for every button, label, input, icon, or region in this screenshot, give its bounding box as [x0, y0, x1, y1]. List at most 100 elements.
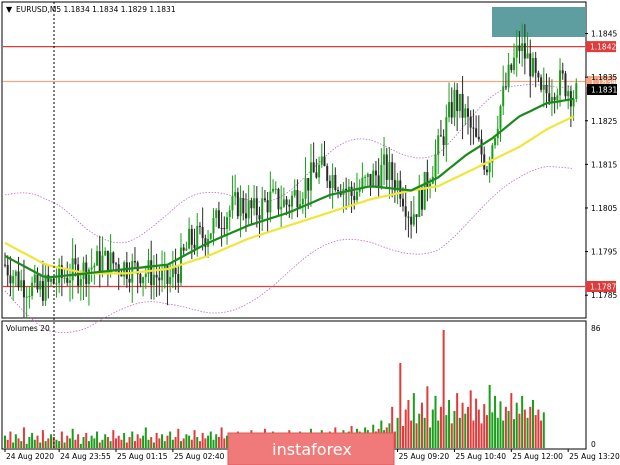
volume-bar [442, 330, 445, 448]
volume-bar [531, 399, 534, 448]
candle-body [4, 264, 6, 266]
candle-body [52, 278, 55, 284]
volume-bar [393, 431, 396, 448]
volume-bar [540, 420, 543, 448]
volume-bar [404, 409, 407, 448]
y-tick-label: 1.1825 [591, 117, 617, 126]
volume-bar [87, 441, 90, 448]
volume-bar [407, 399, 410, 448]
candle-body [250, 200, 253, 209]
candle-body [204, 238, 207, 247]
candle-body [142, 277, 145, 284]
candle-body [575, 83, 578, 99]
volume-bar [50, 434, 53, 448]
candle-body [117, 264, 120, 273]
candle-body [531, 58, 534, 77]
volume-bar [4, 435, 6, 448]
volume-bar [399, 362, 402, 448]
volume-bar [423, 417, 426, 448]
candle-body [529, 53, 532, 77]
watermark: instaforex [227, 432, 395, 465]
candle-body [415, 214, 418, 217]
candle-body [174, 267, 177, 275]
volume-bar [163, 441, 166, 448]
candle-body [177, 274, 180, 283]
y-tick-label: 1.1835 [591, 73, 617, 82]
candle-body [448, 102, 451, 118]
candle-body [228, 210, 231, 218]
volume-bar [120, 439, 123, 448]
volume-bar [142, 435, 145, 448]
candle-body [55, 283, 58, 285]
volume-bar [60, 431, 63, 448]
candle-body [125, 262, 128, 279]
candle-body [550, 97, 553, 102]
volume-bar [31, 432, 34, 448]
volume-bar [534, 415, 537, 448]
candle-body [545, 85, 548, 94]
candle-body [193, 244, 196, 249]
candle-body [464, 108, 467, 118]
ma-slow-line [4, 115, 575, 275]
candle-body [291, 195, 293, 207]
candle-body [450, 102, 453, 118]
volume-bar [450, 423, 453, 448]
volume-bar [223, 438, 226, 448]
volume-bar [90, 435, 93, 448]
volume-bar [147, 439, 150, 448]
candle-body [120, 272, 123, 277]
candle-body [366, 173, 369, 178]
candle-body [272, 188, 275, 192]
volume-bar [68, 438, 71, 448]
volume-bar [526, 417, 529, 448]
candle-body [66, 277, 69, 283]
x-tick-label: 25 Aug 10:40 [455, 452, 506, 461]
candle-body [301, 198, 304, 205]
candle-body [494, 138, 497, 146]
ma-fast-line [4, 97, 574, 279]
volume-bar [466, 406, 469, 448]
volume-bar [133, 441, 136, 448]
candle-body [223, 228, 226, 230]
volume-bar [112, 430, 115, 448]
volume-bar [98, 442, 101, 448]
volume-bar [502, 420, 505, 448]
price-level-label: 1.1787 [590, 282, 616, 291]
candle-body [396, 180, 399, 191]
price-level-badge [586, 41, 616, 53]
candle-body [150, 260, 153, 285]
volume-bar [439, 406, 442, 448]
volume-bar [472, 420, 475, 448]
candle-body [247, 200, 250, 219]
candle-body [79, 279, 82, 286]
candle-body [22, 280, 25, 298]
candle-body [68, 280, 71, 283]
candle-body [523, 43, 526, 59]
candle-body [82, 262, 85, 280]
volume-bar [25, 443, 28, 448]
candle-body [244, 213, 247, 219]
volume-bar [166, 435, 169, 448]
volume-bar [458, 417, 461, 448]
candle-body [104, 250, 107, 256]
candle-body [502, 86, 505, 107]
volume-bar [185, 434, 188, 448]
volume-bar [537, 409, 540, 448]
candle-body [426, 172, 429, 188]
candle-body [491, 145, 494, 163]
candle-body [355, 191, 358, 201]
symbol-header: EURUSD,M5 1.1834 1.1834 1.1829 1.1831 [16, 5, 176, 14]
candle-body [269, 191, 272, 213]
candle-body [6, 264, 9, 276]
x-tick-label: 25 Aug 01:15 [117, 452, 168, 461]
volume-bar [179, 441, 182, 448]
candle-body [504, 86, 507, 88]
volume-bar [144, 427, 147, 448]
volume-bar [220, 427, 223, 448]
volume-bar [22, 427, 25, 448]
candle-body [567, 91, 570, 97]
candle-body [31, 282, 34, 296]
candle-body [304, 178, 307, 199]
volume-bar [198, 441, 201, 448]
